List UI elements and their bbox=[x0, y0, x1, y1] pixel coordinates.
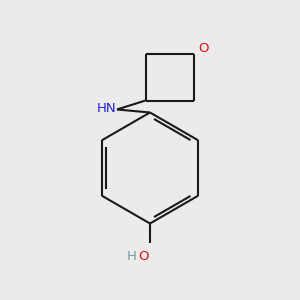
Text: HN: HN bbox=[97, 101, 116, 115]
Text: H: H bbox=[127, 250, 136, 263]
Text: O: O bbox=[198, 42, 209, 55]
Text: O: O bbox=[138, 250, 148, 263]
